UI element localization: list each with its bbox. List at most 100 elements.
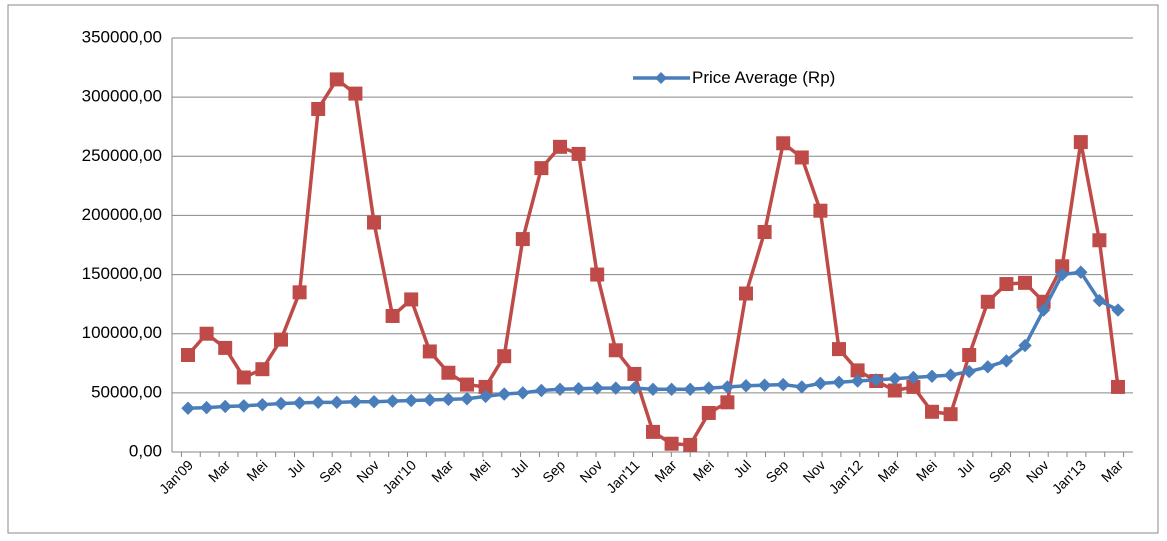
data-point — [794, 150, 809, 165]
data-point — [999, 354, 1014, 368]
data-point — [888, 371, 902, 386]
data-point — [515, 232, 530, 247]
data-point — [590, 381, 604, 395]
data-point — [943, 368, 958, 382]
data-point — [534, 161, 549, 176]
data-point — [832, 342, 846, 357]
data-point — [367, 215, 381, 230]
data-point — [292, 396, 307, 410]
data-point — [646, 382, 660, 397]
y-tick-label: 250000,00 — [82, 146, 162, 165]
data-point — [311, 101, 326, 116]
data-point — [553, 382, 567, 397]
data-point — [1073, 135, 1088, 150]
data-point — [329, 72, 344, 87]
data-point — [553, 139, 567, 154]
data-point — [999, 277, 1014, 292]
data-point — [404, 292, 419, 307]
data-point — [683, 382, 697, 397]
data-point — [478, 389, 493, 404]
y-tick-label: 200000,00 — [82, 205, 162, 224]
data-point — [646, 424, 660, 439]
data-point — [1092, 233, 1107, 248]
data-point — [906, 370, 921, 385]
data-point — [255, 397, 270, 412]
data-point — [925, 404, 939, 419]
data-point — [218, 399, 232, 414]
data-point — [813, 203, 828, 218]
data-point — [460, 392, 474, 406]
data-point — [497, 349, 512, 364]
data-point — [348, 86, 363, 101]
data-point — [516, 386, 530, 400]
data-point — [850, 374, 865, 388]
data-point — [869, 373, 883, 387]
data-point — [850, 363, 865, 378]
data-point — [199, 400, 214, 415]
data-point — [701, 405, 716, 420]
data-point — [627, 381, 642, 395]
data-point — [237, 399, 251, 413]
chart-border — [7, 4, 1159, 534]
data-point — [348, 395, 363, 409]
data-point — [497, 387, 511, 401]
data-point — [404, 393, 418, 408]
data-point — [943, 407, 958, 422]
data-point — [1055, 259, 1070, 274]
data-point — [1092, 293, 1107, 308]
data-point — [757, 378, 772, 392]
data-point — [962, 364, 976, 379]
y-tick-label: 350000,00 — [82, 27, 162, 46]
data-point — [1055, 267, 1069, 282]
data-point — [367, 395, 381, 409]
data-point — [664, 382, 679, 397]
data-point — [720, 380, 735, 394]
data-point — [980, 294, 995, 309]
data-point — [311, 395, 325, 410]
data-point — [274, 396, 288, 411]
data-point — [683, 437, 698, 452]
data-point — [887, 383, 902, 398]
y-tick-label: 150000,00 — [82, 264, 162, 283]
data-point — [385, 308, 400, 323]
data-point — [385, 394, 400, 408]
data-point — [571, 382, 586, 396]
data-point — [664, 436, 679, 451]
legend-label: Price Average (Rp) — [692, 68, 836, 87]
data-point — [702, 381, 716, 395]
data-point — [981, 360, 995, 374]
data-point — [627, 366, 642, 381]
data-point — [832, 375, 846, 389]
data-point — [1018, 275, 1032, 290]
data-point — [460, 377, 474, 392]
data-point — [181, 348, 195, 363]
legend-marker — [655, 72, 667, 84]
data-point — [274, 332, 288, 347]
data-point — [739, 379, 753, 393]
data-point — [422, 344, 437, 359]
data-point — [1074, 265, 1088, 279]
y-tick-label: 50000,00 — [91, 382, 162, 401]
data-point — [330, 395, 344, 410]
data-point — [236, 370, 251, 385]
data-point — [720, 395, 735, 410]
data-point — [255, 362, 270, 377]
data-point — [776, 377, 790, 392]
data-point — [534, 383, 549, 398]
data-point — [423, 393, 437, 407]
data-point — [441, 392, 456, 407]
data-point — [925, 369, 939, 384]
data-point — [1111, 379, 1125, 394]
data-point — [1111, 303, 1125, 317]
data-point — [218, 340, 233, 355]
data-point — [813, 376, 828, 391]
data-point — [478, 379, 493, 394]
data-point — [795, 380, 809, 394]
data-point — [181, 401, 195, 415]
y-tick-label: 300000,00 — [82, 87, 162, 106]
data-point — [608, 343, 623, 358]
data-point — [1036, 303, 1051, 317]
data-point — [609, 381, 623, 395]
